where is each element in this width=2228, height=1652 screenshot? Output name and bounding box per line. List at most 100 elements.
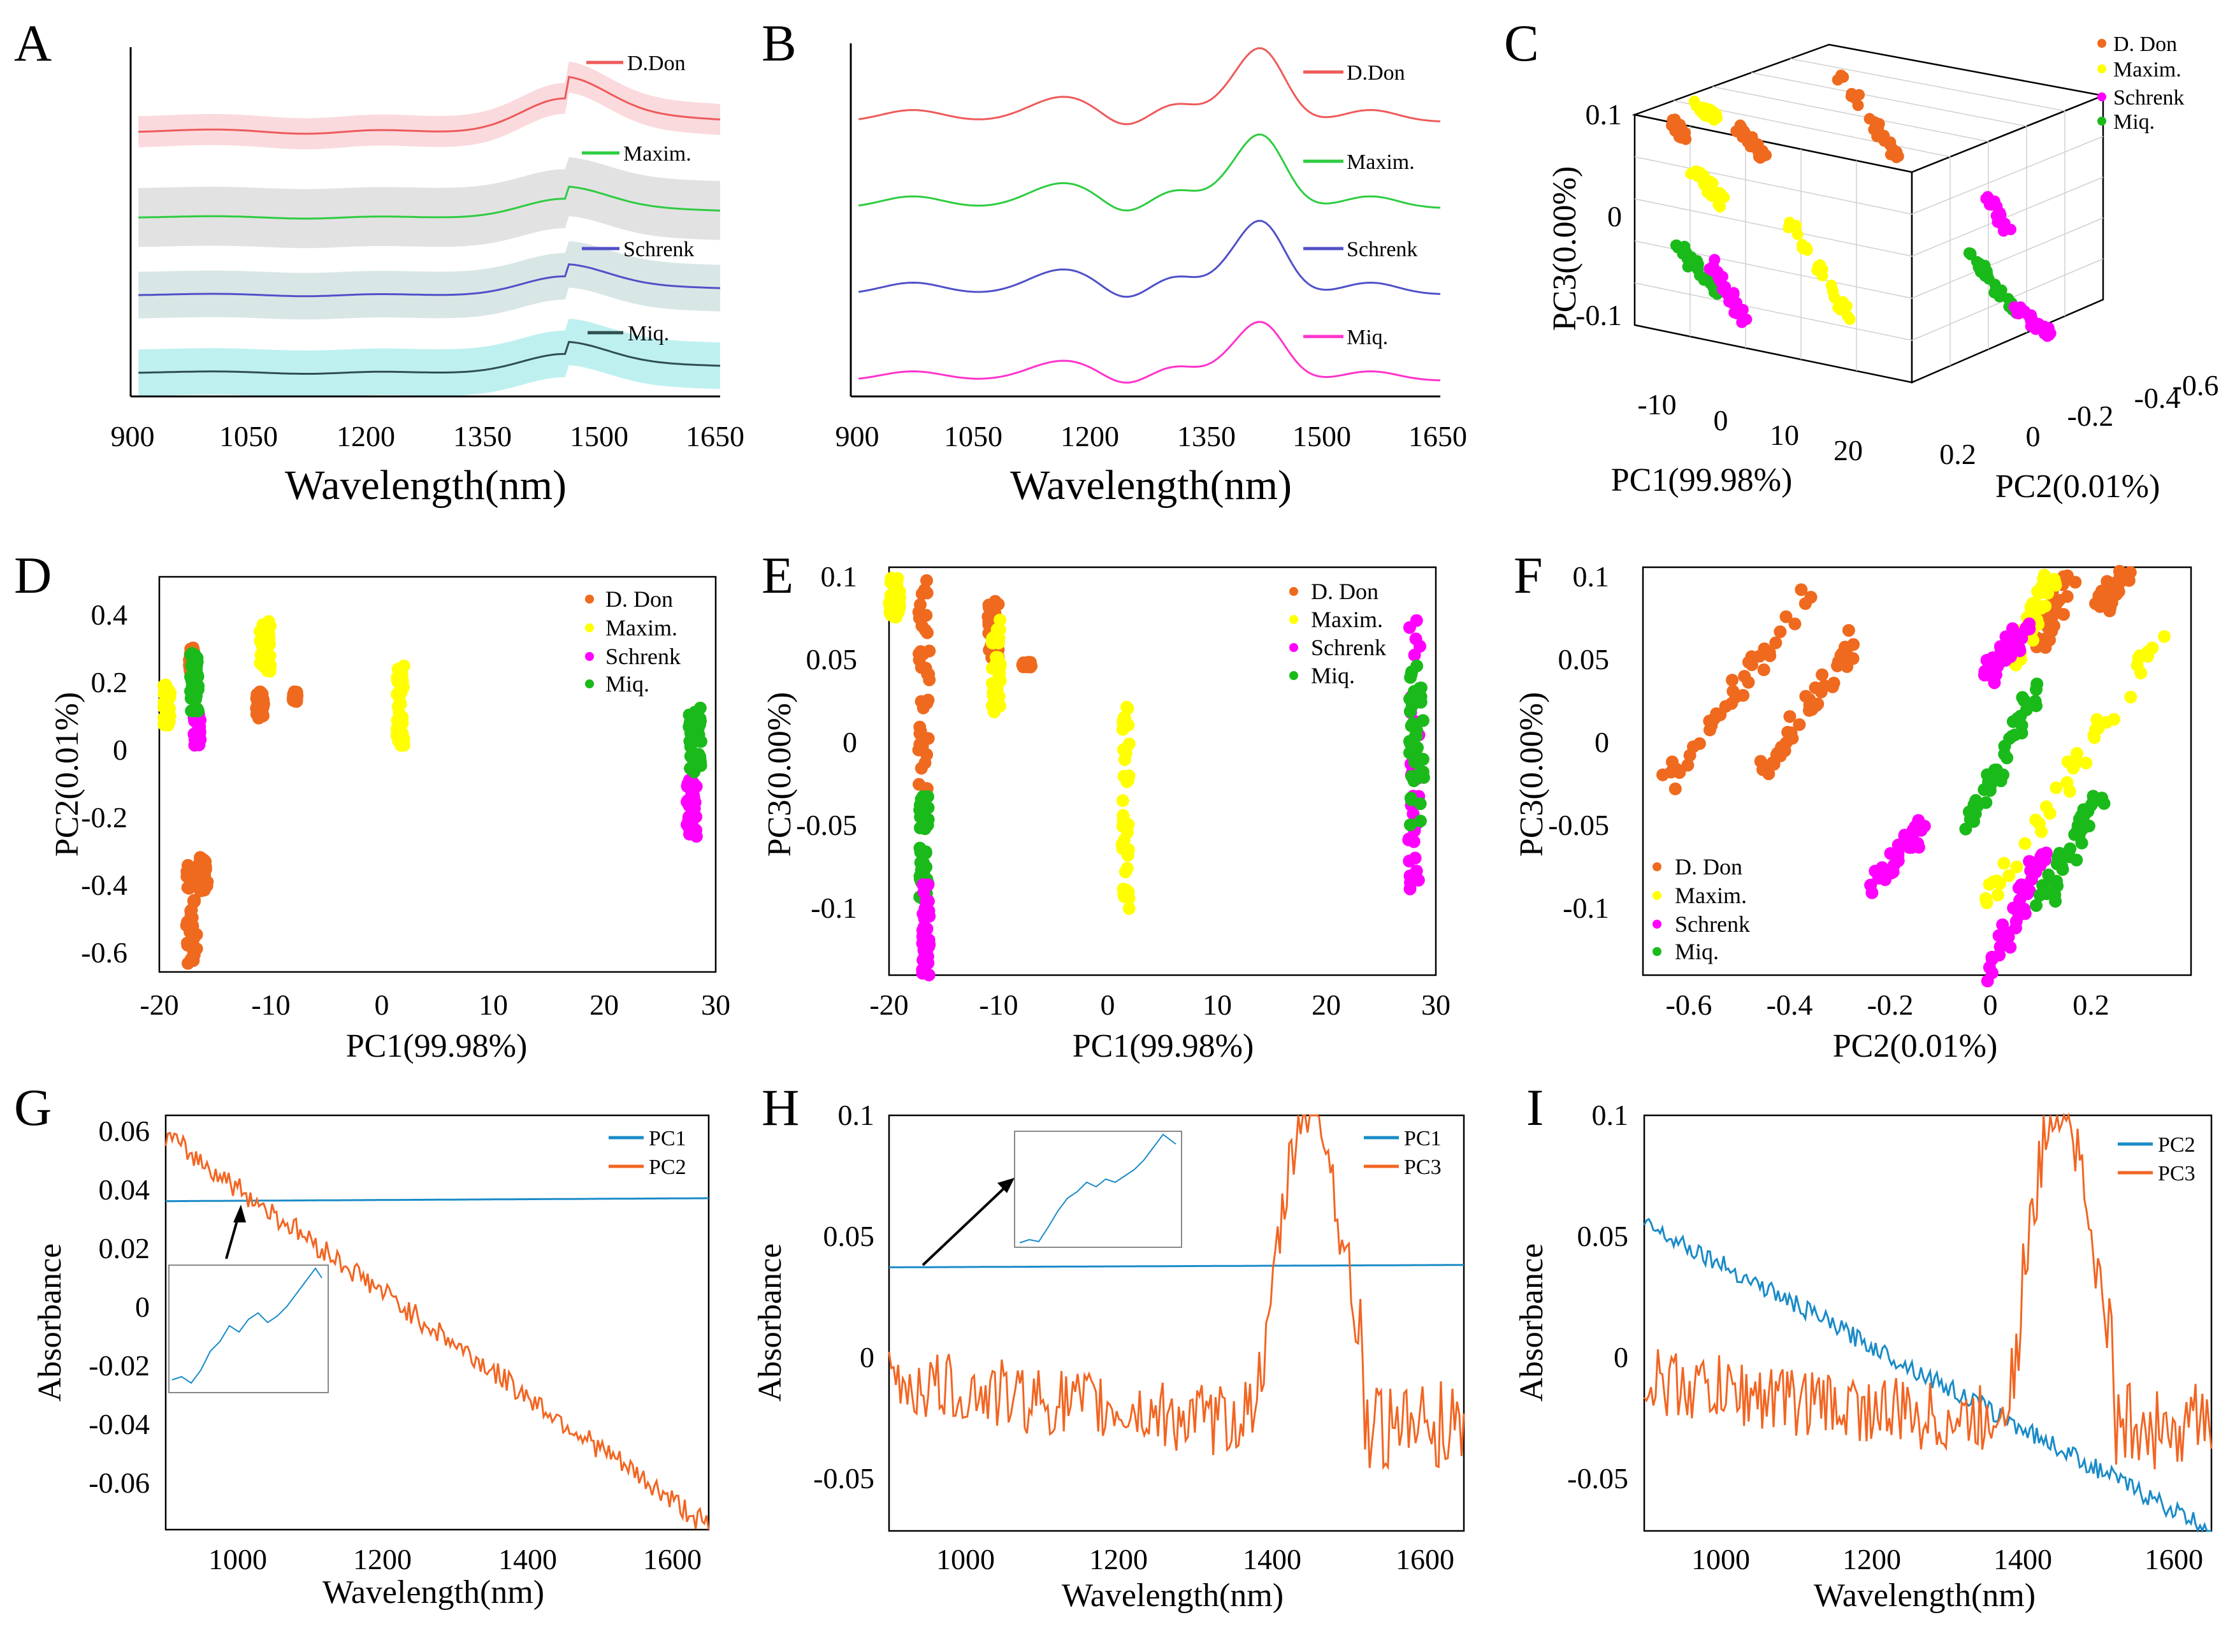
legend-label: PC2 [649,1156,686,1179]
x-tick-label: 1000 [208,1543,267,1576]
x-ticks-i: 1000 1200 1400 1600 [1691,1543,2203,1576]
panel-label-d: D [14,546,52,604]
point-miq [1998,739,2011,753]
point-ddon [1798,597,1812,610]
plot-frame-e [888,566,1437,976]
y-tick-label: -0.05 [1567,1462,1628,1495]
point-ddon [2060,590,2074,603]
legend-marker-schrenk [1653,920,1661,929]
inset-curve-g [171,1267,322,1384]
y-tick-label: 0.1 [838,1099,875,1131]
point-ddon [1703,714,1716,728]
y-axis-label-i: Absorbance [1514,1243,1550,1402]
point-maxim [159,678,173,692]
point-schrenk [2018,902,2030,916]
x-tick-label: -10 [251,989,290,1021]
point-schrenk [2004,941,2017,954]
y-tick-label: -0.1 [811,892,857,924]
y-tick-label: 0 [860,1341,874,1373]
point-schrenk [2023,855,2036,868]
legend-h: PC1 PC3 [1364,1127,1442,1179]
point-miq [1411,741,1424,755]
point-schrenk [681,778,695,791]
point-ddon [1799,690,1812,703]
point-maxim [2071,755,2083,769]
point-schrenk [1994,207,2006,219]
point-ddon [1730,126,1742,138]
point-miq [2030,677,2044,691]
point-miq [1406,717,1419,730]
point-schrenk [918,945,931,959]
x-tick-label: 10 [1203,989,1232,1021]
series-line-pc3 [1643,1112,2213,1470]
x-ticks-a: 900 1050 1200 1350 1500 1650 [111,420,745,453]
legend-g: PC1 PC2 [609,1127,686,1179]
point-ddon [923,673,936,686]
point-maxim [1120,844,1133,858]
point-ddon [1729,690,1742,704]
series-line-miq [138,340,721,375]
point-miq [2030,899,2043,912]
legend-label: Miq. [628,322,669,345]
y-tick-label: 0 [135,1291,150,1323]
point-miq [1404,670,1417,684]
legend-label: PC1 [1404,1127,1442,1150]
point-maxim [2002,869,2016,882]
point-maxim [1784,221,1796,233]
legend-marker-miq [1653,947,1661,956]
point-schrenk [2030,323,2042,335]
point-maxim [2133,649,2146,662]
point-miq [2000,751,2014,765]
point-miq [2070,853,2083,867]
series-line-pc1 [889,1264,1464,1268]
point-ddon [182,937,196,950]
plot-area-h [888,1114,1465,1470]
legend-marker-maxim [585,623,594,632]
point-maxim [1797,243,1809,255]
panel-b: B 900 1050 1200 1350 1500 1650 Wavelengt… [762,14,1467,509]
y-tick-label: -0.04 [89,1408,150,1440]
plot-frame-f [1642,566,2192,976]
confidence-band-maxim [138,157,720,249]
y-tick-label: 0.4 [91,598,128,631]
point-miq [2049,895,2062,908]
series-line-pc3 [888,1114,1465,1470]
y-ticks-e: 0.1 0.05 0 -0.05 -0.1 [796,560,857,924]
y-tick-label: 0 [1595,726,1609,758]
point-schrenk [919,935,932,948]
x-tick-label: 0 [1101,989,1115,1021]
point-maxim [262,616,275,630]
point-miq [2042,868,2055,881]
point-ddon [1795,583,1808,597]
point-miq [687,730,700,743]
series-line-maxim [858,133,1441,212]
gridline [1790,58,2065,112]
y-tick-label: 0.05 [1558,643,1610,676]
x-ticks-f: -0.6 -0.4 -0.2 0 0.2 [1666,989,2109,1021]
point-schrenk [1985,953,1999,966]
y-tick-label: -0.02 [89,1349,150,1382]
point-miq [1983,273,1995,285]
x-tick-label: 20 [1834,434,1863,467]
point-maxim [988,706,1001,718]
point-maxim [1844,313,1856,325]
point-ddon [1842,624,1855,637]
y-tick-label: 0.1 [1573,560,1610,593]
point-maxim [2029,813,2043,827]
point-ddon [2111,586,2124,600]
x-tick-label: 1350 [453,420,512,453]
inset-frame-g [168,1264,329,1393]
point-maxim [2010,860,2023,874]
y-tick-label: 0.04 [99,1173,150,1206]
confidence-band-miq [138,318,720,398]
legend-label: Maxim. [605,615,677,641]
panel-a: A 900 1050 1200 1350 1500 1650 Wavelengt… [14,14,744,509]
x-tick-label: 20 [1312,989,1341,1021]
y-axis-label-f: PC3(0.00%) [1514,692,1550,857]
gridline [1634,198,1913,257]
point-maxim [1832,301,1844,314]
y-axis-label-g: Absorbance [32,1243,68,1402]
panel-label-b: B [762,14,797,72]
point-schrenk [688,802,701,815]
point-maxim [994,613,1007,627]
